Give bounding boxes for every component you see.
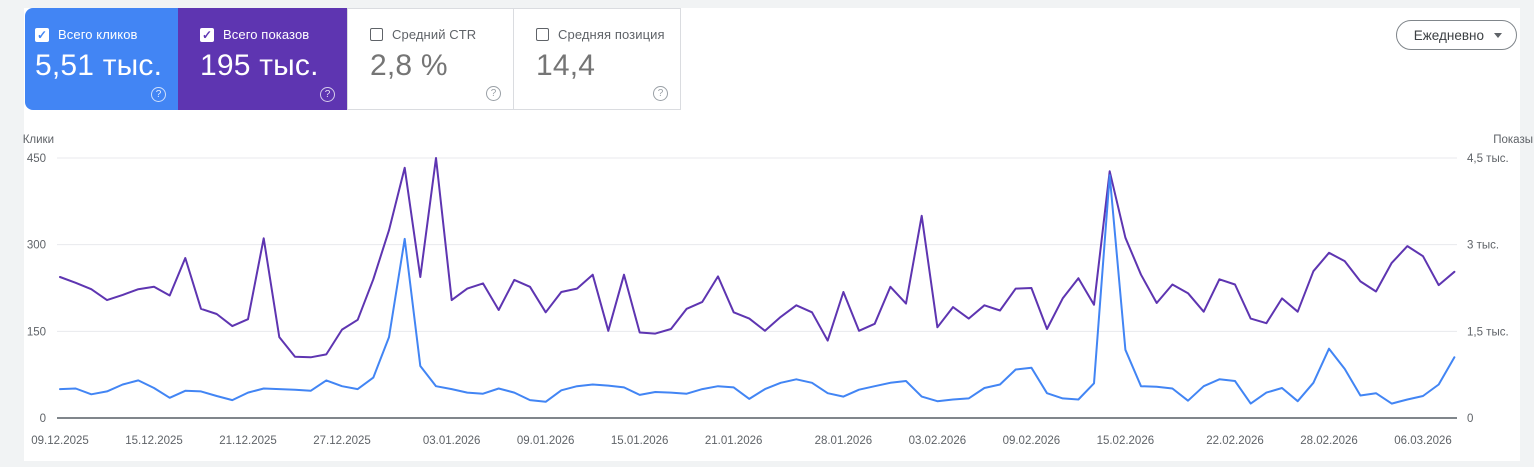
- position-checkbox-unchecked-icon[interactable]: [536, 28, 549, 41]
- granularity-dropdown-label: Ежедневно: [1413, 27, 1484, 43]
- granularity-dropdown[interactable]: Ежедневно: [1395, 20, 1517, 50]
- clicks-metric-card[interactable]: ✓ Всего кликов 5,51 тыс. ?: [25, 8, 178, 110]
- impressions-checkbox-checked-icon[interactable]: ✓: [200, 27, 214, 42]
- position-metric-card[interactable]: Средняя позиция 14,4 ?: [513, 8, 681, 110]
- right-axis-title: Показы: [1493, 134, 1533, 146]
- left-axis-title: Клики: [22, 134, 54, 146]
- ctr-metric-label: Средний CTR: [392, 27, 477, 42]
- clicks-checkbox-checked-icon[interactable]: ✓: [35, 27, 49, 42]
- position-metric-head: Средняя позиция: [536, 27, 680, 42]
- impressions-metric-head: ✓ Всего показов: [200, 27, 347, 42]
- chevron-down-icon: [1494, 32, 1502, 38]
- metrics-row: ✓ Всего кликов 5,51 тыс. ? ✓ Всего показ…: [25, 8, 681, 110]
- ctr-metric-head: Средний CTR: [370, 27, 513, 42]
- clicks-metric-head: ✓ Всего кликов: [35, 27, 178, 42]
- ctr-metric-value: 2,8 %: [370, 49, 448, 82]
- position-metric-label: Средняя позиция: [558, 27, 665, 42]
- help-icon[interactable]: ?: [151, 87, 166, 102]
- clicks-metric-label: Всего кликов: [58, 27, 138, 42]
- impressions-metric-value: 195 тыс.: [200, 49, 319, 82]
- impressions-metric-card[interactable]: ✓ Всего показов 195 тыс. ?: [178, 8, 347, 110]
- help-icon[interactable]: ?: [653, 86, 668, 101]
- help-icon[interactable]: ?: [486, 86, 501, 101]
- position-metric-value: 14,4: [536, 49, 596, 82]
- clicks-metric-value: 5,51 тыс.: [35, 49, 163, 82]
- help-icon[interactable]: ?: [320, 87, 335, 102]
- ctr-metric-card[interactable]: Средний CTR 2,8 % ?: [347, 8, 514, 110]
- impressions-metric-label: Всего показов: [223, 27, 310, 42]
- ctr-checkbox-unchecked-icon[interactable]: [370, 28, 383, 41]
